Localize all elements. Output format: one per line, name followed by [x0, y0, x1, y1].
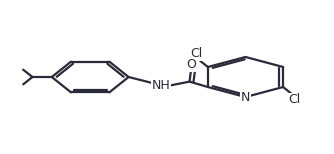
Text: O: O: [186, 58, 196, 71]
Text: N: N: [241, 91, 250, 104]
Text: Cl: Cl: [190, 47, 202, 60]
Text: Cl: Cl: [289, 93, 301, 106]
Text: NH: NH: [152, 79, 170, 92]
